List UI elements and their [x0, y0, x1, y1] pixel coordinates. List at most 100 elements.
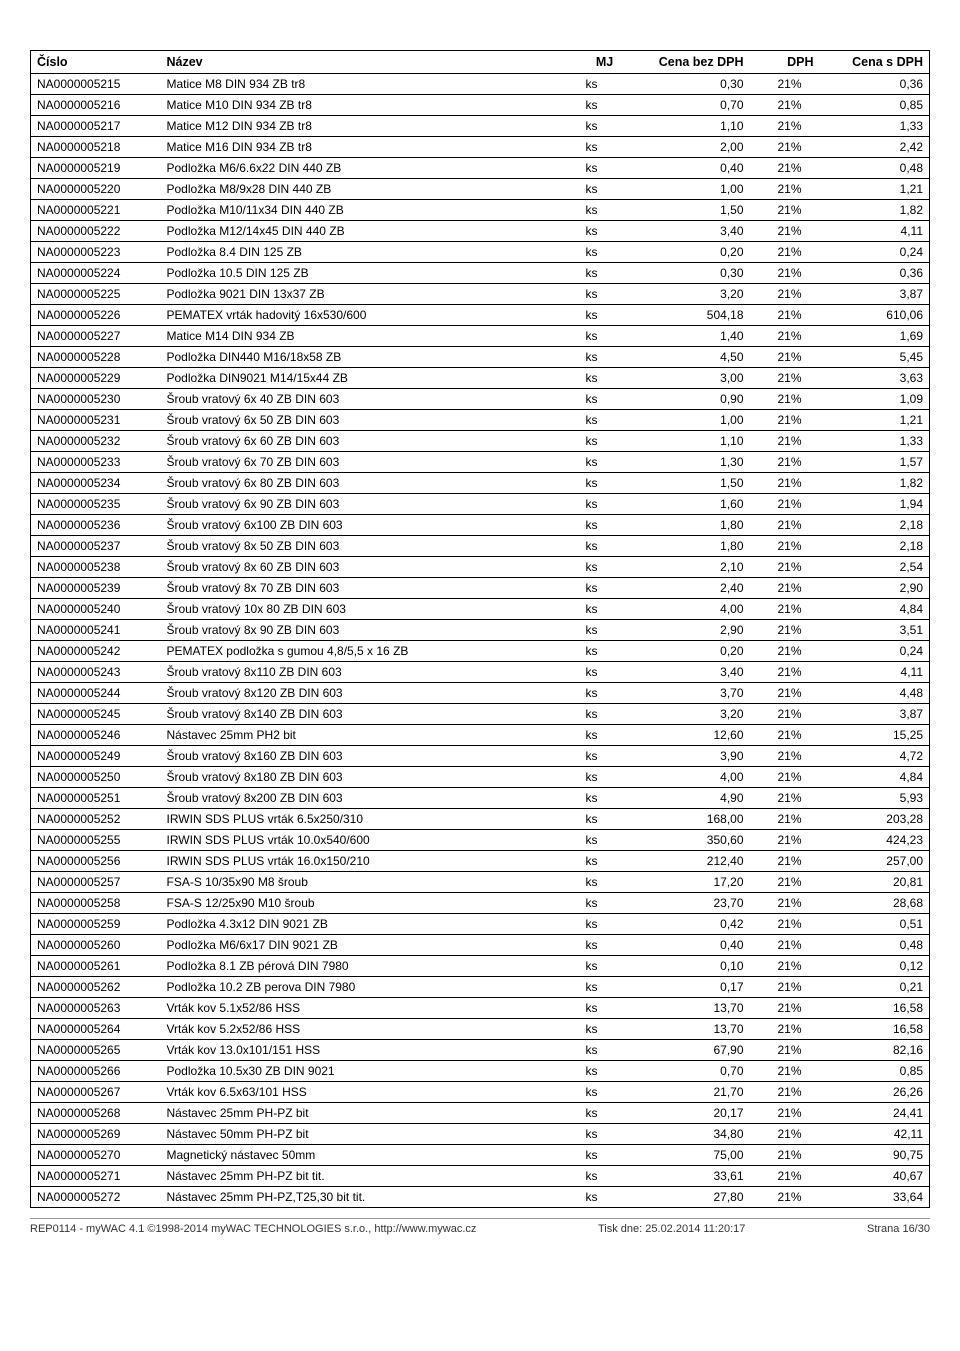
cell-mj: ks: [580, 410, 630, 431]
cell-mj: ks: [580, 641, 630, 662]
cell-cenabez: 3,00: [630, 368, 750, 389]
cell-cenabez: 0,20: [630, 242, 750, 263]
cell-dph: 21%: [750, 368, 820, 389]
cell-cislo: NA0000005269: [31, 1124, 161, 1145]
cell-dph: 21%: [750, 410, 820, 431]
cell-nazev: Podložka 10.5 DIN 125 ZB: [161, 263, 580, 284]
cell-cenas: 4,48: [820, 683, 930, 704]
cell-cenabez: 4,00: [630, 767, 750, 788]
cell-nazev: Magnetický nástavec 50mm: [161, 1145, 580, 1166]
cell-cenas: 28,68: [820, 893, 930, 914]
cell-nazev: Šroub vratový 6x 70 ZB DIN 603: [161, 452, 580, 473]
cell-cislo: NA0000005265: [31, 1040, 161, 1061]
cell-cenas: 5,93: [820, 788, 930, 809]
cell-cenas: 1,94: [820, 494, 930, 515]
cell-mj: ks: [580, 242, 630, 263]
table-row: NA0000005227Matice M14 DIN 934 ZBks1,402…: [31, 326, 930, 347]
cell-cenabez: 12,60: [630, 725, 750, 746]
table-row: NA0000005264Vrták kov 5.2x52/86 HSSks13,…: [31, 1019, 930, 1040]
cell-dph: 21%: [750, 893, 820, 914]
cell-nazev: Podložka 9021 DIN 13x37 ZB: [161, 284, 580, 305]
cell-cenabez: 27,80: [630, 1187, 750, 1208]
cell-cislo: NA0000005227: [31, 326, 161, 347]
cell-cislo: NA0000005216: [31, 95, 161, 116]
cell-nazev: Šroub vratový 6x 40 ZB DIN 603: [161, 389, 580, 410]
cell-cislo: NA0000005268: [31, 1103, 161, 1124]
cell-nazev: Nástavec 25mm PH-PZ,T25,30 bit tit.: [161, 1187, 580, 1208]
table-row: NA0000005243Šroub vratový 8x110 ZB DIN 6…: [31, 662, 930, 683]
cell-nazev: Šroub vratový 8x 70 ZB DIN 603: [161, 578, 580, 599]
cell-dph: 21%: [750, 998, 820, 1019]
cell-cenas: 1,33: [820, 116, 930, 137]
cell-cenabez: 0,70: [630, 1061, 750, 1082]
cell-dph: 21%: [750, 872, 820, 893]
cell-dph: 21%: [750, 179, 820, 200]
table-row: NA0000005270Magnetický nástavec 50mmks75…: [31, 1145, 930, 1166]
table-row: NA0000005256IRWIN SDS PLUS vrták 16.0x15…: [31, 851, 930, 872]
cell-cenas: 1,09: [820, 389, 930, 410]
cell-dph: 21%: [750, 1124, 820, 1145]
cell-cenabez: 21,70: [630, 1082, 750, 1103]
cell-mj: ks: [580, 1040, 630, 1061]
cell-mj: ks: [580, 284, 630, 305]
header-nazev: Název: [161, 51, 580, 74]
cell-mj: ks: [580, 452, 630, 473]
table-row: NA0000005260Podložka M6/6x17 DIN 9021 ZB…: [31, 935, 930, 956]
table-row: NA0000005233Šroub vratový 6x 70 ZB DIN 6…: [31, 452, 930, 473]
cell-dph: 21%: [750, 935, 820, 956]
footer-mid: Tisk dne: 25.02.2014 11:20:17: [598, 1223, 745, 1235]
cell-nazev: FSA-S 12/25x90 M10 šroub: [161, 893, 580, 914]
cell-nazev: Vrták kov 5.1x52/86 HSS: [161, 998, 580, 1019]
cell-cenas: 4,11: [820, 221, 930, 242]
cell-mj: ks: [580, 809, 630, 830]
cell-nazev: Podložka 4.3x12 DIN 9021 ZB: [161, 914, 580, 935]
cell-cenas: 26,26: [820, 1082, 930, 1103]
cell-cenabez: 0,90: [630, 389, 750, 410]
cell-mj: ks: [580, 74, 630, 95]
cell-cislo: NA0000005233: [31, 452, 161, 473]
cell-cenas: 16,58: [820, 998, 930, 1019]
cell-mj: ks: [580, 872, 630, 893]
cell-mj: ks: [580, 767, 630, 788]
cell-cenabez: 1,00: [630, 410, 750, 431]
cell-cenas: 3,51: [820, 620, 930, 641]
cell-mj: ks: [580, 473, 630, 494]
cell-mj: ks: [580, 1019, 630, 1040]
table-row: NA0000005239Šroub vratový 8x 70 ZB DIN 6…: [31, 578, 930, 599]
cell-cislo: NA0000005223: [31, 242, 161, 263]
cell-cenas: 2,90: [820, 578, 930, 599]
cell-cislo: NA0000005259: [31, 914, 161, 935]
cell-cenas: 0,85: [820, 1061, 930, 1082]
cell-mj: ks: [580, 1061, 630, 1082]
table-row: NA0000005271Nástavec 25mm PH-PZ bit tit.…: [31, 1166, 930, 1187]
cell-cenabez: 1,10: [630, 116, 750, 137]
cell-cenabez: 2,90: [630, 620, 750, 641]
cell-cenas: 4,84: [820, 767, 930, 788]
cell-cenabez: 1,80: [630, 515, 750, 536]
table-row: NA0000005252IRWIN SDS PLUS vrták 6.5x250…: [31, 809, 930, 830]
cell-dph: 21%: [750, 683, 820, 704]
cell-cenas: 40,67: [820, 1166, 930, 1187]
cell-cenabez: 168,00: [630, 809, 750, 830]
cell-dph: 21%: [750, 662, 820, 683]
cell-nazev: Podložka DIN440 M16/18x58 ZB: [161, 347, 580, 368]
cell-cenabez: 3,20: [630, 704, 750, 725]
cell-nazev: FSA-S 10/35x90 M8 šroub: [161, 872, 580, 893]
cell-nazev: Šroub vratový 6x 60 ZB DIN 603: [161, 431, 580, 452]
cell-nazev: Podložka 8.4 DIN 125 ZB: [161, 242, 580, 263]
cell-nazev: Šroub vratový 6x 90 ZB DIN 603: [161, 494, 580, 515]
table-row: NA0000005266Podložka 10.5x30 ZB DIN 9021…: [31, 1061, 930, 1082]
cell-cislo: NA0000005256: [31, 851, 161, 872]
table-row: NA0000005223Podložka 8.4 DIN 125 ZBks0,2…: [31, 242, 930, 263]
cell-dph: 21%: [750, 1040, 820, 1061]
cell-cenas: 1,69: [820, 326, 930, 347]
cell-cislo: NA0000005255: [31, 830, 161, 851]
cell-cislo: NA0000005271: [31, 1166, 161, 1187]
cell-mj: ks: [580, 599, 630, 620]
cell-cenabez: 1,80: [630, 536, 750, 557]
cell-dph: 21%: [750, 305, 820, 326]
cell-cislo: NA0000005249: [31, 746, 161, 767]
cell-cislo: NA0000005225: [31, 284, 161, 305]
cell-dph: 21%: [750, 1166, 820, 1187]
table-row: NA0000005261Podložka 8.1 ZB pérová DIN 7…: [31, 956, 930, 977]
